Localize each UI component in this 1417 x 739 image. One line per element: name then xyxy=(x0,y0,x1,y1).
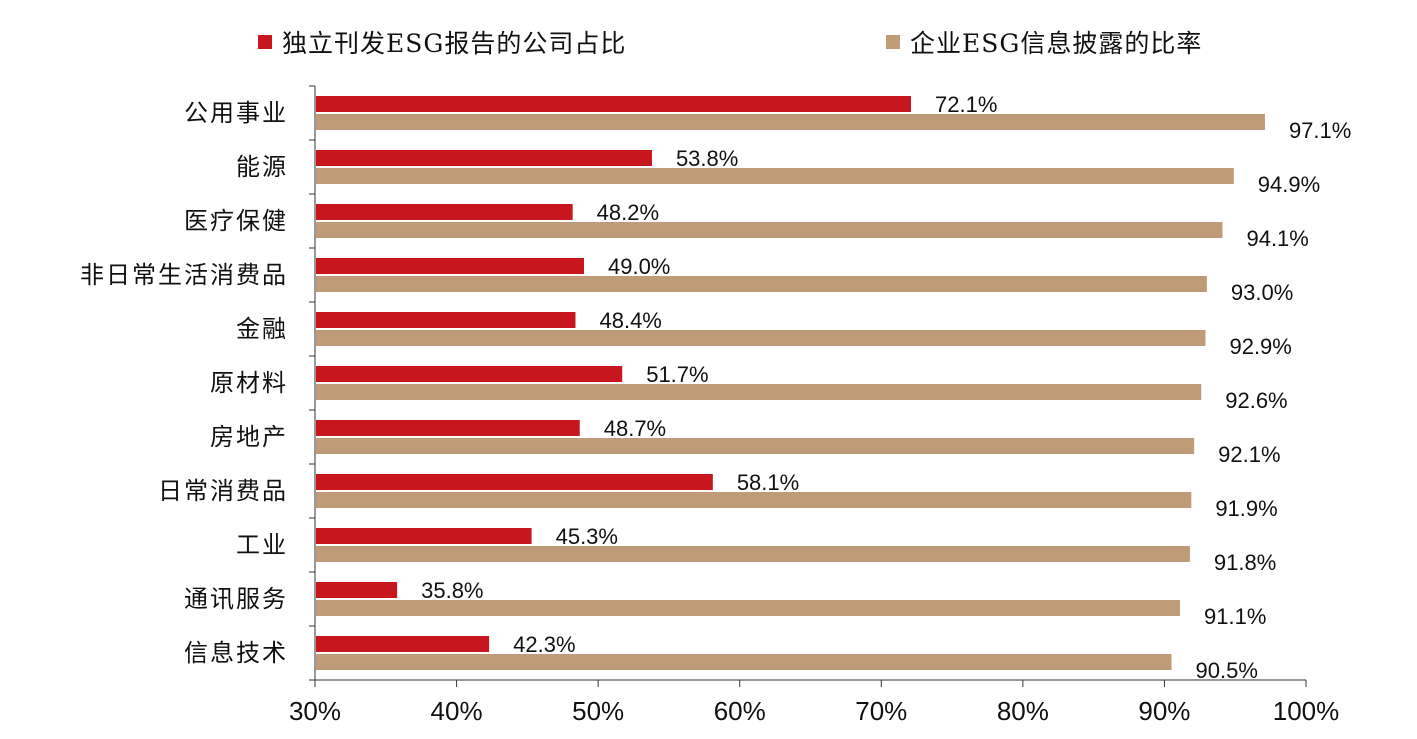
bar-disclosure-ratio xyxy=(316,114,1265,130)
bar-disclosure-ratio xyxy=(316,600,1181,616)
x-tick-label: 70% xyxy=(855,696,907,726)
category-label: 能源 xyxy=(236,153,288,181)
bar-disclosure-ratio xyxy=(316,222,1223,238)
data-label-report-ratio: 48.2% xyxy=(597,200,659,225)
x-tick-label: 30% xyxy=(289,696,341,726)
bar-disclosure-ratio xyxy=(316,168,1234,184)
data-label-disclosure-ratio: 94.9% xyxy=(1258,172,1320,197)
legend-swatch-series-2 xyxy=(886,35,900,49)
category-label: 工业 xyxy=(236,531,288,559)
category-label: 公用事业 xyxy=(184,99,288,127)
data-label-report-ratio: 35.8% xyxy=(421,578,483,603)
bar-disclosure-ratio xyxy=(316,330,1206,346)
bar-report-ratio xyxy=(316,312,576,328)
x-tick-label: 40% xyxy=(431,696,483,726)
data-label-report-ratio: 49.0% xyxy=(608,254,670,279)
bar-report-ratio xyxy=(316,204,573,220)
legend-label-series-1: 独立刊发ESG报告的公司占比 xyxy=(282,29,627,58)
bar-report-ratio xyxy=(316,366,623,382)
data-label-disclosure-ratio: 91.9% xyxy=(1215,496,1277,521)
data-label-disclosure-ratio: 91.8% xyxy=(1214,550,1276,575)
bar-disclosure-ratio xyxy=(316,654,1172,670)
bar-report-ratio xyxy=(316,582,398,598)
bar-report-ratio xyxy=(316,636,490,652)
category-label: 非日常生活消费品 xyxy=(80,261,288,289)
data-label-disclosure-ratio: 97.1% xyxy=(1289,118,1351,143)
bar-report-ratio xyxy=(316,258,584,274)
category-label: 信息技术 xyxy=(184,639,288,667)
legend-item-series-2: 企业ESG信息披露的比率 xyxy=(886,22,1202,62)
bar-disclosure-ratio xyxy=(316,384,1202,400)
data-label-report-ratio: 72.1% xyxy=(935,92,997,117)
data-label-report-ratio: 45.3% xyxy=(556,524,618,549)
bar-report-ratio xyxy=(316,150,652,166)
data-label-disclosure-ratio: 94.1% xyxy=(1246,226,1308,251)
data-label-report-ratio: 53.8% xyxy=(676,146,738,171)
data-label-report-ratio: 48.7% xyxy=(604,416,666,441)
x-tick-label: 60% xyxy=(714,696,766,726)
data-label-disclosure-ratio: 91.1% xyxy=(1204,604,1266,629)
bar-report-ratio xyxy=(316,96,912,112)
legend: 独立刊发ESG报告的公司占比 企业ESG信息披露的比率 xyxy=(0,22,1417,62)
legend-item-series-1: 独立刊发ESG报告的公司占比 xyxy=(258,22,626,62)
data-label-disclosure-ratio: 90.5% xyxy=(1196,658,1258,683)
bar-disclosure-ratio xyxy=(316,492,1192,508)
x-tick-label: 50% xyxy=(572,696,624,726)
bar-report-ratio xyxy=(316,474,713,490)
bar-disclosure-ratio xyxy=(316,276,1207,292)
data-label-report-ratio: 58.1% xyxy=(737,470,799,495)
data-label-disclosure-ratio: 92.6% xyxy=(1225,388,1287,413)
category-label: 房地产 xyxy=(210,423,288,451)
data-label-disclosure-ratio: 93.0% xyxy=(1231,280,1293,305)
data-label-report-ratio: 51.7% xyxy=(646,362,708,387)
bar-report-ratio xyxy=(316,420,580,436)
bar-disclosure-ratio xyxy=(316,546,1190,562)
category-label: 原材料 xyxy=(210,369,288,397)
category-label: 日常消费品 xyxy=(158,477,288,505)
category-label: 通讯服务 xyxy=(184,585,288,613)
x-tick-label: 80% xyxy=(997,696,1049,726)
data-label-disclosure-ratio: 92.9% xyxy=(1229,334,1291,359)
data-label-report-ratio: 48.4% xyxy=(599,308,661,333)
data-label-report-ratio: 42.3% xyxy=(513,632,575,657)
category-label: 金融 xyxy=(236,315,288,343)
legend-swatch-series-1 xyxy=(258,35,272,49)
x-tick-label: 100% xyxy=(1273,696,1340,726)
legend-label-series-2: 企业ESG信息披露的比率 xyxy=(910,29,1203,58)
x-tick-label: 90% xyxy=(1138,696,1190,726)
bar-disclosure-ratio xyxy=(316,438,1195,454)
bar-report-ratio xyxy=(316,528,532,544)
category-label: 医疗保健 xyxy=(184,207,288,235)
data-label-disclosure-ratio: 92.1% xyxy=(1218,442,1280,467)
